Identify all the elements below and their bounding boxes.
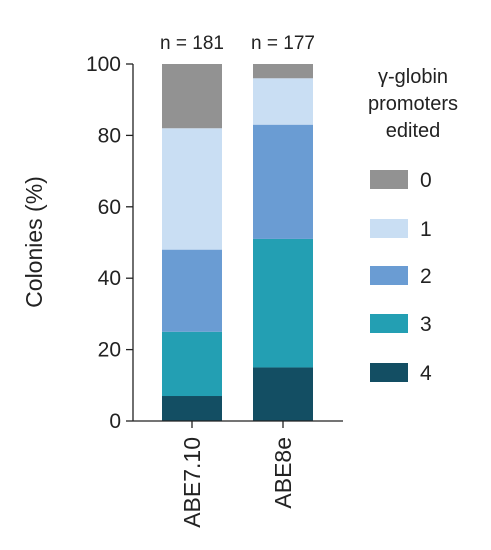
- legend-label-1: 1: [420, 218, 432, 241]
- bar-segment-abe8e-4: [253, 367, 313, 421]
- y-tick-label-0: 0: [109, 410, 121, 433]
- bars-group: [162, 64, 313, 421]
- legend-swatch-0: [370, 170, 408, 189]
- legend-title-line: promoters: [368, 93, 458, 115]
- axes-group: [126, 63, 343, 428]
- n-annotation-1: n = 177: [251, 33, 315, 54]
- legend-title-line: γ-globin: [378, 66, 448, 88]
- legend-swatch-1: [370, 219, 408, 238]
- legend-label-4: 4: [420, 362, 432, 385]
- bar-segment-abe7-10-1: [162, 128, 222, 250]
- bar-segment-abe7-10-4: [162, 396, 222, 421]
- legend-swatch-2: [370, 266, 408, 285]
- bar-segment-abe8e-3: [253, 238, 313, 368]
- bar-segment-abe8e-0: [253, 64, 313, 79]
- legend-swatch-3: [370, 314, 408, 333]
- legend-title: γ-globin promoters edited: [368, 66, 458, 142]
- legend-label-2: 2: [420, 265, 432, 288]
- legend-title-line: edited: [386, 120, 441, 142]
- y-axis-label: Colonies (%): [21, 176, 47, 308]
- bar-segment-abe8e-2: [253, 124, 313, 239]
- y-tick-label-20: 20: [98, 339, 121, 362]
- x-tick-label-1: ABE8e: [270, 437, 296, 509]
- legend-swatch-4: [370, 363, 408, 382]
- y-tick-label-40: 40: [98, 267, 121, 290]
- x-tick-label-0: ABE7.10: [179, 437, 205, 528]
- bar-segment-abe7-10-3: [162, 331, 222, 397]
- n-annotation-0: n = 181: [160, 33, 224, 54]
- y-tick-label-80: 80: [98, 124, 121, 147]
- y-tick-label-60: 60: [98, 196, 121, 219]
- y-tick-label-100: 100: [86, 53, 121, 76]
- bar-segment-abe7-10-0: [162, 64, 222, 129]
- legend-label-3: 3: [420, 313, 432, 336]
- legend: γ-globin promoters edited 0 1 2 3 4: [368, 66, 458, 385]
- bar-segment-abe7-10-2: [162, 249, 222, 332]
- text-group: 0 20 40 60 80 100 ABE7.10 ABE8e n = 181 n = 177 Co…: [21, 33, 315, 528]
- legend-label-0: 0: [420, 169, 432, 192]
- bar-segment-abe8e-1: [253, 78, 313, 125]
